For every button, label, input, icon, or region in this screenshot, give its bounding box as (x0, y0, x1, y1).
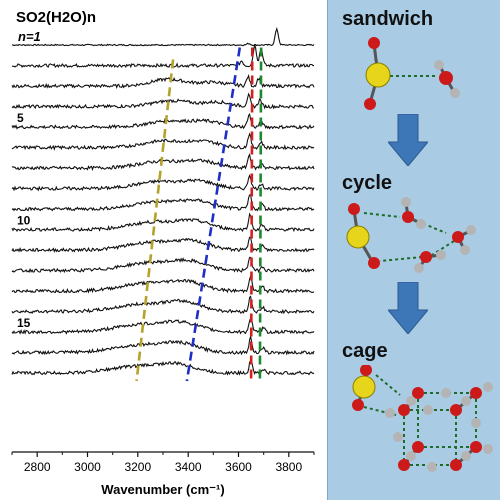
spectrum-trace-n4 (11, 92, 315, 110)
sandwich-structure-image (364, 37, 460, 110)
spectrum-trace-n17 (11, 359, 315, 376)
spectrum-trace-n15 (11, 317, 315, 335)
structure-label-cycle: cycle (342, 172, 393, 194)
spectrum-trace-n1 (11, 26, 315, 47)
spectrum-trace-n11 (11, 236, 315, 253)
x-tick-label: 3400 (175, 460, 202, 474)
cluster-size-label: 15 (17, 316, 31, 330)
chart-title: SO2(H2O)n (16, 9, 96, 26)
arrow-down-icon (388, 282, 428, 334)
spectrum-trace-n10 (11, 212, 315, 233)
spectra-traces (11, 26, 315, 376)
guide-line (258, 47, 263, 382)
x-axis: 2800 3000 3200 3400 3600 3800 (11, 451, 315, 474)
spectrum-trace-n14 (11, 295, 315, 315)
x-tick-label: 3800 (275, 460, 302, 474)
n-label: n=1 (18, 29, 41, 44)
spectrum-trace-n9 (11, 194, 315, 212)
structure-label-sandwich: sandwich (342, 8, 434, 30)
cluster-size-label: 10 (17, 214, 31, 228)
spectrum-trace-n12 (11, 256, 315, 274)
x-tick-label: 3200 (124, 460, 151, 474)
cage-structure-image (352, 365, 493, 472)
cluster-size-label: 5 (17, 111, 24, 125)
guide-line (135, 59, 175, 382)
structure-panel: sandwich cycle (327, 0, 500, 500)
spectrum-trace-n8 (11, 174, 315, 192)
arrow-down-icon (388, 114, 428, 166)
guide-lines (135, 47, 263, 382)
spectrum-trace-n6 (11, 132, 315, 151)
spectrum-trace-n16 (11, 336, 315, 356)
cycle-structure-image (346, 197, 476, 273)
x-axis-label: Wavenumber (cm⁻¹) (101, 482, 224, 497)
spectrum-trace-n13 (11, 274, 315, 294)
x-tick-label: 3600 (225, 460, 252, 474)
x-tick-label: 3000 (74, 460, 101, 474)
spectrum-trace-n2 (11, 44, 315, 69)
x-tick-label: 2800 (24, 460, 51, 474)
guide-line (185, 47, 242, 382)
spectrum-trace-n7 (11, 152, 315, 172)
spectrum-trace-n3 (11, 73, 315, 89)
ir-spectra-chart: SO2(H2O)n n=1 5 10 15 2800 3000 3200 3400 3600… (11, 9, 315, 497)
guide-line (249, 47, 254, 382)
structure-label-cage: cage (342, 340, 388, 362)
spectrum-trace-n5 (11, 112, 315, 130)
chart-labels: SO2(H2O)n n=1 5 10 15 (16, 9, 96, 330)
